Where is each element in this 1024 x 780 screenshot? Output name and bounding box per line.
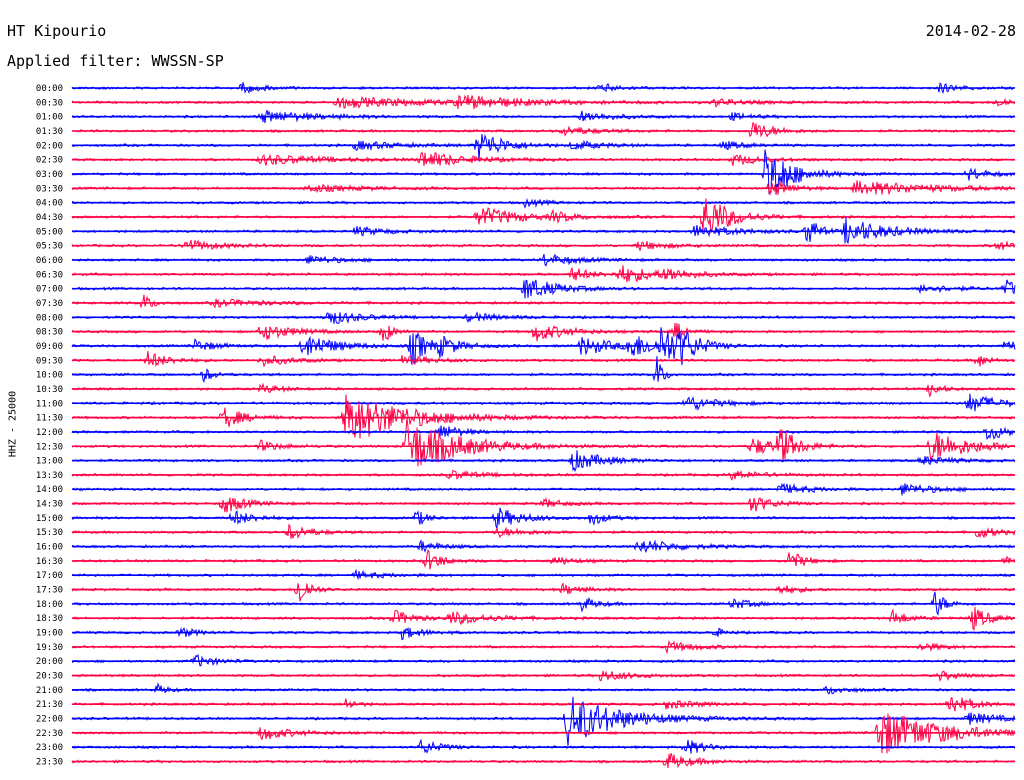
- trace-line: [71, 294, 1016, 309]
- trace-line: [71, 682, 1016, 695]
- time-tick-label: 01:30: [36, 127, 63, 137]
- time-tick-label: 18:00: [36, 600, 63, 610]
- time-tick-label: 07:30: [36, 299, 63, 309]
- time-tick-label: 15:00: [36, 514, 63, 524]
- time-tick-label: 04:30: [36, 213, 63, 223]
- time-tick-label: 15:30: [36, 528, 63, 538]
- time-tick-label: 12:30: [36, 442, 63, 452]
- time-tick-label: 11:00: [36, 399, 63, 409]
- time-tick-label: 16:00: [36, 543, 63, 553]
- time-tick-label: 07:00: [36, 285, 63, 295]
- time-tick-label: 01:00: [36, 113, 63, 123]
- trace-line: [71, 549, 1016, 570]
- time-tick-label: 13:30: [36, 471, 63, 481]
- time-tick-label: 23:00: [36, 743, 63, 753]
- time-tick-label: 17:00: [36, 571, 63, 581]
- trace-line: [71, 198, 1016, 209]
- time-tick-label: 05:30: [36, 242, 63, 252]
- time-tick-label: 06:00: [36, 256, 63, 266]
- time-tick-label: 19:30: [36, 643, 63, 653]
- trace-line: [71, 133, 1016, 162]
- time-tick-label: 09:30: [36, 356, 63, 366]
- time-tick-label: 05:00: [36, 227, 63, 237]
- time-tick-label: 14:30: [36, 500, 63, 510]
- time-tick-label: 00:30: [36, 98, 63, 108]
- date-label: 2014-02-28: [925, 22, 1016, 40]
- trace-line: [72, 393, 1016, 412]
- trace-line: [71, 417, 1016, 467]
- trace-line: [71, 653, 1016, 667]
- time-tick-label: 19:00: [36, 629, 63, 639]
- station-title: HT Kipourio: [7, 22, 107, 40]
- time-tick-label: 04:00: [36, 199, 63, 209]
- trace-line: [71, 217, 1016, 245]
- trace-line: [71, 626, 1016, 641]
- time-tick-label: 21:00: [36, 686, 63, 696]
- time-tick-label: 13:00: [36, 457, 63, 467]
- trace-line: [71, 582, 1015, 602]
- trace-line: [71, 121, 1016, 138]
- time-tick-label: 22:00: [36, 715, 63, 725]
- time-tick-label: 21:30: [36, 700, 63, 710]
- time-tick-label: 20:30: [36, 672, 63, 682]
- time-tick-label: 10:30: [36, 385, 63, 395]
- trace-line: [71, 382, 1016, 397]
- time-tick-label: 18:30: [36, 614, 63, 624]
- time-tick-label: 10:00: [36, 371, 63, 381]
- time-tick-label: 00:00: [36, 84, 63, 94]
- trace-line: [71, 497, 1016, 513]
- time-tick-label: 03:30: [36, 184, 63, 194]
- time-tick-label: 09:00: [36, 342, 63, 352]
- time-tick-label: 02:30: [36, 156, 63, 166]
- trace-line: [71, 350, 1016, 368]
- time-tick-label: 16:30: [36, 557, 63, 567]
- time-tick-label: 03:00: [36, 170, 63, 180]
- time-tick-label: 20:00: [36, 657, 63, 667]
- time-tick-label: 14:00: [36, 485, 63, 495]
- filter-label: Applied filter: WWSSN-SP: [7, 52, 224, 70]
- time-tick-label: 02:00: [36, 141, 63, 151]
- time-tick-label: 23:30: [36, 758, 63, 768]
- time-tick-label: 12:00: [36, 428, 63, 438]
- time-tick-label: 22:30: [36, 729, 63, 739]
- time-tick-label: 17:30: [36, 586, 63, 596]
- time-tick-label: 08:30: [36, 328, 63, 338]
- time-tick-label: 08:00: [36, 313, 63, 323]
- trace-line: [71, 752, 1016, 769]
- time-tick-label: 11:30: [36, 414, 63, 424]
- time-tick-label: 06:30: [36, 270, 63, 280]
